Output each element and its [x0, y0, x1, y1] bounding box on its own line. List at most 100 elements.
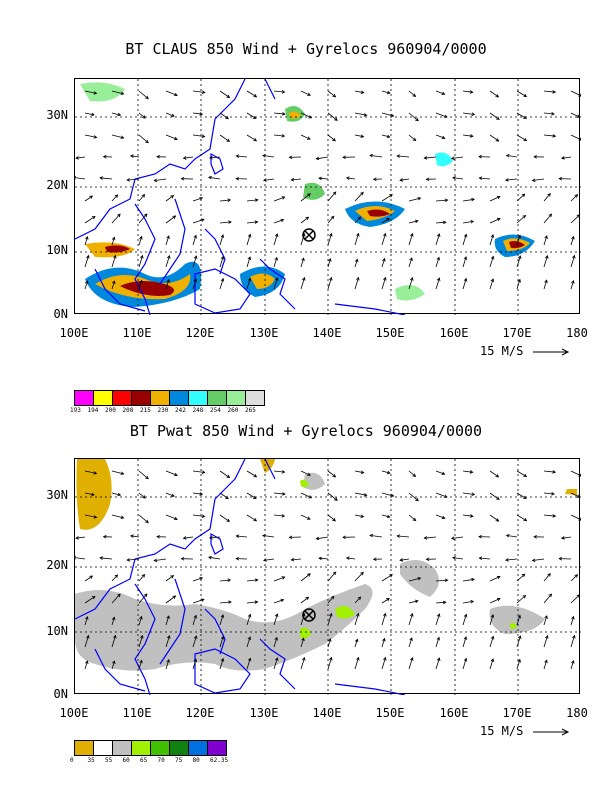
- wind-arrowhead: [117, 112, 122, 117]
- wind-arrowhead: [386, 134, 391, 139]
- wind-arrowhead: [180, 556, 185, 561]
- wind-arrow: [192, 197, 203, 202]
- panel1-lat-label: 10N: [46, 243, 68, 257]
- wind-arrowhead: [141, 573, 146, 578]
- colorbar-swatch: [207, 740, 227, 756]
- wind-arrow: [263, 558, 275, 561]
- wind-arrow: [219, 134, 230, 142]
- wind-arrowhead: [544, 615, 548, 619]
- wind-arrow: [489, 658, 494, 670]
- wind-arrow: [354, 259, 358, 268]
- wind-arrowhead: [463, 277, 468, 282]
- panel2-lat-label: 30N: [46, 488, 68, 502]
- wind-arrow: [516, 279, 521, 290]
- wind-arrowhead: [208, 555, 212, 560]
- wind-arrowhead: [172, 595, 177, 599]
- wind-arrow: [408, 197, 421, 202]
- wind-arrow: [327, 90, 336, 98]
- wind-arrow: [84, 236, 88, 246]
- colorbar-label: 65: [140, 757, 148, 764]
- wind-arrow: [273, 277, 278, 290]
- wind-arrow: [300, 470, 311, 476]
- wind-arrowhead: [86, 254, 90, 259]
- gyre-marker: [302, 608, 316, 622]
- wind-arrowhead: [262, 178, 267, 182]
- wind-arrowhead: [399, 178, 404, 182]
- wind-arrow: [435, 134, 445, 139]
- wind-arrowhead: [471, 112, 476, 116]
- wind-arrow: [300, 657, 305, 670]
- wind-arrowhead: [471, 197, 475, 202]
- wind-arrowhead: [220, 635, 225, 640]
- wind-arrowhead: [220, 277, 225, 282]
- wind-arrow: [506, 535, 518, 538]
- wind-arrowhead: [93, 135, 98, 139]
- wind-arrowhead: [220, 614, 225, 618]
- wind-arrowhead: [523, 93, 528, 98]
- wind-arrow: [543, 615, 548, 626]
- wind-arrowhead: [478, 154, 482, 159]
- wind-arrowhead: [463, 636, 468, 640]
- wind-arrowhead: [99, 176, 103, 180]
- wind-arrow: [354, 216, 361, 224]
- wind-arrowhead: [89, 195, 94, 199]
- wind-arrowhead: [441, 515, 446, 520]
- wind-arrowhead: [167, 255, 171, 259]
- wind-arrowhead: [544, 279, 548, 284]
- wind-arrowhead: [521, 193, 526, 198]
- wind-arrowhead: [334, 497, 338, 501]
- wind-arrowhead: [469, 470, 474, 474]
- wind-arrow: [246, 90, 257, 98]
- wind-arrowhead: [129, 154, 134, 158]
- wind-arrow: [354, 277, 359, 290]
- wind-arrowhead: [495, 518, 500, 522]
- colorbar-label: 260: [227, 407, 239, 414]
- wind-arrowhead: [425, 177, 430, 182]
- wind-arrow: [408, 492, 419, 502]
- wind-arrow: [111, 574, 118, 582]
- wind-arrowhead: [396, 534, 401, 538]
- wind-arrowhead: [444, 198, 449, 203]
- wind-arrow: [192, 219, 205, 224]
- wind-arrowhead: [410, 612, 414, 617]
- wind-arrowhead: [399, 558, 404, 562]
- wind-arrow: [300, 193, 311, 202]
- wind-arrow: [165, 255, 170, 268]
- wind-arrowhead: [253, 138, 258, 142]
- wind-arrow: [300, 638, 305, 648]
- wind-vectors: [75, 470, 581, 670]
- wind-arrow: [543, 660, 548, 670]
- wind-arrowhead: [552, 514, 557, 518]
- wind-arrowhead: [496, 575, 501, 580]
- wind-arrowhead: [332, 137, 336, 142]
- wind-arrow: [300, 492, 312, 499]
- wind-arrow: [183, 536, 194, 539]
- wind-arrowhead: [548, 213, 553, 218]
- wind-arrow: [138, 194, 145, 202]
- wind-arrowhead: [227, 198, 232, 203]
- wind-arrowhead: [574, 194, 579, 198]
- wind-arrow: [262, 155, 275, 158]
- wind-arrowhead: [153, 178, 158, 183]
- wind-arrowhead: [356, 232, 360, 237]
- wind-arrowhead: [523, 517, 528, 522]
- wind-arrowhead: [274, 636, 278, 641]
- panel2-lon-label: 170E: [502, 706, 532, 720]
- wind-arrow: [246, 579, 258, 582]
- wind-arrow: [100, 557, 113, 560]
- wind-arrow: [165, 279, 170, 290]
- wind-arrow: [327, 470, 336, 478]
- wind-arrow: [154, 178, 167, 181]
- wind-arrowhead: [469, 90, 474, 94]
- wind-arrow: [489, 218, 501, 224]
- wind-arrow: [435, 637, 440, 648]
- pwat-shading: [75, 459, 577, 671]
- wind-arrow: [262, 535, 275, 538]
- wind-arrow: [462, 256, 467, 268]
- wind-arrowhead: [386, 218, 390, 222]
- wind-arrow: [127, 178, 140, 181]
- wind-arrow: [84, 596, 96, 604]
- colorbar-swatch: [188, 390, 208, 406]
- wind-arrowhead: [383, 232, 387, 237]
- wind-arrowhead: [360, 134, 365, 138]
